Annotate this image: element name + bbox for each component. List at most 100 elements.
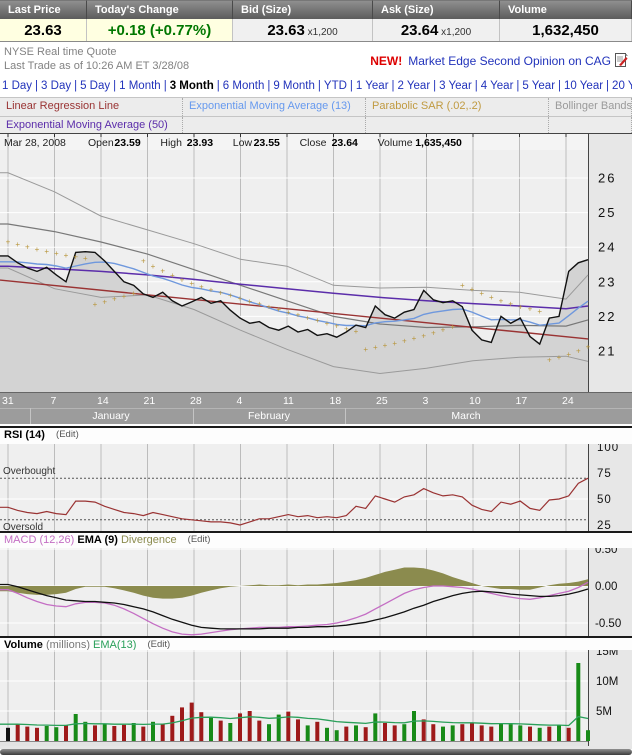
legend-item-row1-0[interactable]: Linear Regression Line bbox=[0, 98, 183, 116]
month-divider bbox=[345, 408, 346, 424]
svg-text:Low: Low bbox=[233, 137, 253, 149]
legend-empty-cell bbox=[183, 117, 366, 135]
rsi-chart-canvas: Overbought Oversold 100 75 50 25 bbox=[0, 444, 632, 531]
legend-item-row2-0[interactable]: Exponential Moving Average (50) bbox=[0, 117, 183, 135]
svg-text:+: + bbox=[276, 305, 281, 314]
svg-text:+: + bbox=[44, 247, 49, 256]
period-link-5-year[interactable]: 5 Year bbox=[522, 80, 556, 92]
svg-text:+: + bbox=[64, 251, 69, 260]
period-link-10-year[interactable]: 10 Year bbox=[564, 80, 604, 92]
svg-text:24: 24 bbox=[598, 240, 616, 255]
period-link-20-year[interactable]: 20 Year bbox=[612, 80, 632, 92]
svg-text:+: + bbox=[402, 337, 407, 346]
period-link-5-day[interactable]: 5 Day bbox=[80, 80, 111, 92]
svg-text:+: + bbox=[199, 283, 204, 292]
macd-chart-canvas: 0.50 0.00 -0.50 bbox=[0, 548, 632, 636]
svg-text:+: + bbox=[315, 316, 320, 325]
svg-text:+: + bbox=[267, 302, 272, 311]
svg-text:Open: Open bbox=[88, 137, 114, 149]
macd-edit-link[interactable]: (Edit) bbox=[187, 534, 211, 545]
svg-text:+: + bbox=[354, 327, 359, 336]
quote-col-header-4: Volume bbox=[500, 0, 632, 19]
price-area-fill bbox=[0, 251, 588, 392]
svg-text:+: + bbox=[363, 345, 368, 354]
period-link-3-month[interactable]: 3 Month bbox=[169, 80, 214, 92]
rsi-zone-labels: Overbought Oversold bbox=[3, 466, 55, 531]
svg-text:+: + bbox=[441, 326, 446, 335]
period-link-1-month[interactable]: 1 Month bbox=[119, 80, 161, 92]
legend-item-row1-1[interactable]: Exponential Moving Average (13) bbox=[183, 98, 366, 116]
quote-info-block: NYSE Real time Quote Last Trade as of 10… bbox=[0, 44, 632, 78]
period-link-ytd[interactable]: YTD bbox=[323, 80, 347, 92]
legend-empty-cell bbox=[366, 117, 549, 135]
period-link-4-year[interactable]: 4 Year bbox=[480, 80, 514, 92]
svg-text:23.59: 23.59 bbox=[114, 137, 140, 149]
bollinger-bands bbox=[0, 172, 589, 375]
svg-text:+: + bbox=[334, 322, 339, 331]
price-y-axis-labels: 26 25 24 23 22 21 bbox=[598, 171, 616, 359]
period-separator: | bbox=[349, 80, 353, 92]
x-axis-day-label: 11 bbox=[283, 395, 294, 407]
period-link-9-month[interactable]: 9 Month bbox=[273, 80, 315, 92]
svg-text:15M: 15M bbox=[596, 650, 618, 658]
svg-text:50: 50 bbox=[597, 494, 612, 506]
svg-text:+: + bbox=[180, 275, 185, 284]
svg-text:+: + bbox=[257, 300, 262, 309]
svg-text:+: + bbox=[170, 271, 175, 280]
svg-text:0.50: 0.50 bbox=[595, 548, 617, 556]
volume-bars bbox=[6, 663, 590, 741]
svg-text:+: + bbox=[499, 296, 504, 305]
svg-text:+: + bbox=[470, 285, 475, 294]
macd-divergence-title: Divergence bbox=[120, 534, 177, 546]
volume-chart-canvas: 15M 10M 5M bbox=[0, 650, 632, 746]
period-link-6-month[interactable]: 6 Month bbox=[222, 80, 265, 92]
quote-col-header-0: Last Price bbox=[0, 0, 87, 19]
svg-text:23: 23 bbox=[598, 274, 616, 289]
svg-text:25: 25 bbox=[598, 205, 616, 220]
svg-text:+: + bbox=[392, 339, 397, 348]
svg-text:+: + bbox=[489, 293, 494, 302]
legend-item-row1-2[interactable]: Parabolic SAR (.02,.2) bbox=[366, 98, 549, 116]
x-axis-day-label: 31 bbox=[2, 395, 14, 407]
svg-text:100: 100 bbox=[597, 444, 619, 454]
period-link-1-year[interactable]: 1 Year bbox=[355, 80, 389, 92]
bottom-strip bbox=[0, 746, 632, 749]
period-separator: | bbox=[74, 80, 78, 92]
rsi-edit-link[interactable]: (Edit) bbox=[56, 429, 79, 440]
quote-col-header-2: Bid (Size) bbox=[233, 0, 373, 19]
svg-text:25: 25 bbox=[597, 520, 612, 531]
period-link-3-year[interactable]: 3 Year bbox=[439, 80, 472, 92]
quote-value-1: +0.18 (+0.77%) bbox=[87, 19, 233, 41]
svg-text:+: + bbox=[122, 292, 127, 301]
svg-text:+: + bbox=[160, 267, 165, 276]
period-separator: | bbox=[433, 80, 437, 92]
svg-text:+: + bbox=[460, 281, 465, 290]
market-edge-link[interactable]: Market Edge Second Opinion on CAG bbox=[408, 54, 611, 68]
svg-text:23.93: 23.93 bbox=[187, 137, 213, 149]
svg-text:+: + bbox=[6, 238, 11, 247]
period-link-2-year[interactable]: 2 Year bbox=[397, 80, 431, 92]
x-axis-month-label: February bbox=[247, 410, 291, 422]
x-axis-day-label: 17 bbox=[515, 395, 528, 407]
svg-text:+: + bbox=[228, 291, 233, 300]
x-axis-day-label: 18 bbox=[329, 395, 342, 407]
macd-y-axis-labels: 0.50 0.00 -0.50 bbox=[595, 548, 621, 630]
volume-edit-link[interactable]: (Edit) bbox=[147, 639, 171, 650]
macd-divergence-area bbox=[0, 567, 588, 599]
svg-text:+: + bbox=[586, 342, 591, 351]
legend-item-row1-3[interactable]: Bollinger Bands (20,2) bbox=[549, 98, 632, 116]
period-link-1-day[interactable]: 1 Day bbox=[2, 80, 33, 92]
svg-text:+: + bbox=[112, 295, 117, 304]
period-separator: | bbox=[35, 80, 39, 92]
svg-text:High: High bbox=[160, 137, 182, 149]
macd-line bbox=[0, 581, 589, 636]
svg-text:10M: 10M bbox=[596, 676, 618, 688]
svg-text:+: + bbox=[189, 279, 194, 288]
price-line bbox=[0, 250, 589, 346]
rsi-line bbox=[0, 477, 589, 526]
x-axis-day-label: 3 bbox=[422, 395, 429, 407]
period-link-3-day[interactable]: 3 Day bbox=[41, 80, 72, 92]
svg-text:+: + bbox=[344, 325, 349, 334]
report-document-icon[interactable] bbox=[615, 52, 629, 71]
